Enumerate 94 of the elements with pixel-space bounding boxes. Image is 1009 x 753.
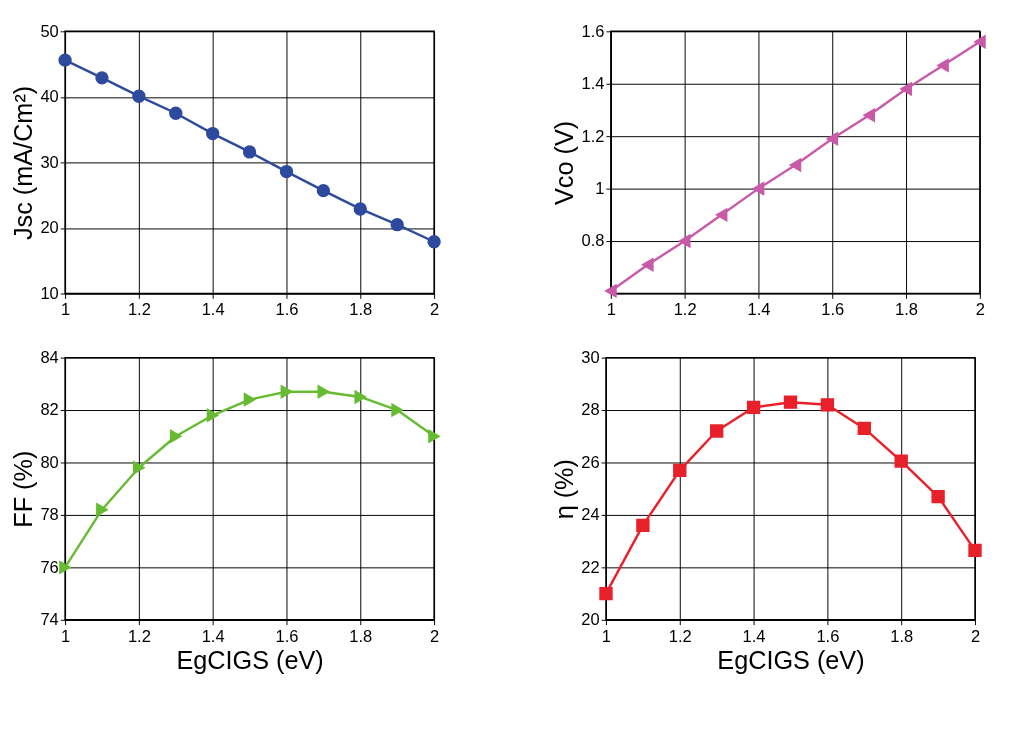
- y-tick-label: 74: [40, 610, 59, 629]
- x-tick-label: 1.8: [895, 300, 919, 319]
- y-axis-title: Vco (V): [549, 120, 578, 205]
- point: [752, 181, 765, 196]
- point: [973, 35, 986, 49]
- x-tick-label: 1.8: [890, 626, 914, 645]
- point: [59, 560, 71, 575]
- point: [636, 518, 650, 533]
- x-tick-label: 1.2: [673, 300, 697, 319]
- y-tick-label: 50: [40, 21, 59, 40]
- y-tick-label: 40: [40, 87, 59, 106]
- point: [354, 390, 367, 404]
- point: [132, 89, 146, 103]
- x-tick-label: 1: [60, 300, 71, 319]
- point: [715, 208, 728, 222]
- point: [900, 82, 912, 96]
- point: [820, 398, 835, 412]
- y-tick-label: 30: [40, 152, 59, 171]
- point: [95, 71, 109, 85]
- x-tick-label: 2: [970, 626, 981, 645]
- x-tick-label: 1.6: [821, 300, 845, 319]
- point: [863, 108, 876, 122]
- x-tick-label: 1.4: [201, 626, 225, 645]
- point: [931, 489, 945, 504]
- y-tick-label: 1.2: [581, 126, 605, 145]
- x-tick-label: 1.4: [201, 300, 225, 319]
- y-tick-label: 22: [581, 557, 600, 576]
- point: [353, 202, 367, 216]
- point: [242, 145, 257, 159]
- y-tick-label: 20: [40, 218, 59, 237]
- x-axis-title: EgCIGS (eV): [717, 645, 865, 674]
- x-tick-label: 1.6: [816, 626, 840, 645]
- x-tick-label: 1.4: [742, 626, 766, 645]
- point: [678, 234, 691, 248]
- point: [132, 461, 145, 475]
- y-tick-label: 28: [581, 400, 600, 419]
- point: [206, 408, 219, 422]
- point: [857, 421, 871, 436]
- x-tick-label: 2: [429, 626, 440, 645]
- x-tick-label: 1.4: [747, 300, 771, 319]
- y-axis-title: FF (%): [8, 450, 37, 528]
- point: [968, 543, 982, 558]
- y-tick-label: 1.6: [581, 21, 605, 40]
- y-tick-label: 20: [581, 610, 600, 629]
- y-tick-label: 10: [40, 283, 59, 302]
- y-axis-title: Jsc (mA/Cm²): [8, 85, 37, 240]
- x-tick-label: 1.2: [668, 626, 692, 645]
- point: [169, 429, 182, 443]
- point: [604, 284, 617, 298]
- y-tick-label: 78: [40, 505, 59, 524]
- y-tick-label: 30: [581, 347, 600, 366]
- y-tick-label: 76: [40, 557, 59, 576]
- point: [937, 58, 949, 73]
- point: [206, 126, 220, 141]
- y-tick-label: 84: [40, 347, 59, 366]
- x-tick-label: 2: [975, 300, 985, 319]
- point: [169, 106, 183, 120]
- y-tick-label: 1: [595, 178, 605, 197]
- point: [894, 454, 908, 468]
- point: [390, 218, 404, 232]
- y-tick-label: 80: [40, 452, 59, 471]
- x-tick-label: 2: [429, 300, 440, 319]
- x-tick-label: 1.2: [127, 300, 151, 319]
- point: [746, 400, 761, 415]
- y-tick-label: 26: [581, 452, 600, 471]
- point: [58, 53, 72, 67]
- point: [280, 385, 293, 399]
- x-tick-label: 1.6: [275, 626, 299, 645]
- point: [317, 385, 330, 399]
- y-tick-label: 82: [40, 400, 59, 419]
- y-tick-label: 1.4: [581, 74, 605, 93]
- point: [599, 586, 613, 601]
- point: [826, 132, 839, 146]
- x-tick-label: 1.8: [349, 300, 373, 319]
- y-tick-label: 24: [581, 505, 600, 524]
- point: [783, 395, 798, 409]
- point: [428, 429, 440, 443]
- y-axis-title: η (%): [549, 459, 578, 520]
- point: [789, 158, 802, 172]
- point: [243, 392, 256, 407]
- point: [316, 183, 331, 198]
- x-tick-label: 1: [60, 626, 71, 645]
- point: [279, 164, 294, 179]
- y-tick-label: 0.8: [581, 231, 605, 250]
- point: [96, 503, 108, 517]
- x-tick-label: 1.6: [275, 300, 299, 319]
- x-axis-title: EgCIGS (eV): [176, 645, 324, 674]
- point: [641, 258, 654, 272]
- x-tick-label: 1.8: [349, 626, 373, 645]
- point: [427, 235, 441, 249]
- point: [673, 463, 687, 478]
- point: [391, 403, 404, 417]
- x-tick-label: 1.2: [127, 626, 151, 645]
- point: [710, 424, 724, 438]
